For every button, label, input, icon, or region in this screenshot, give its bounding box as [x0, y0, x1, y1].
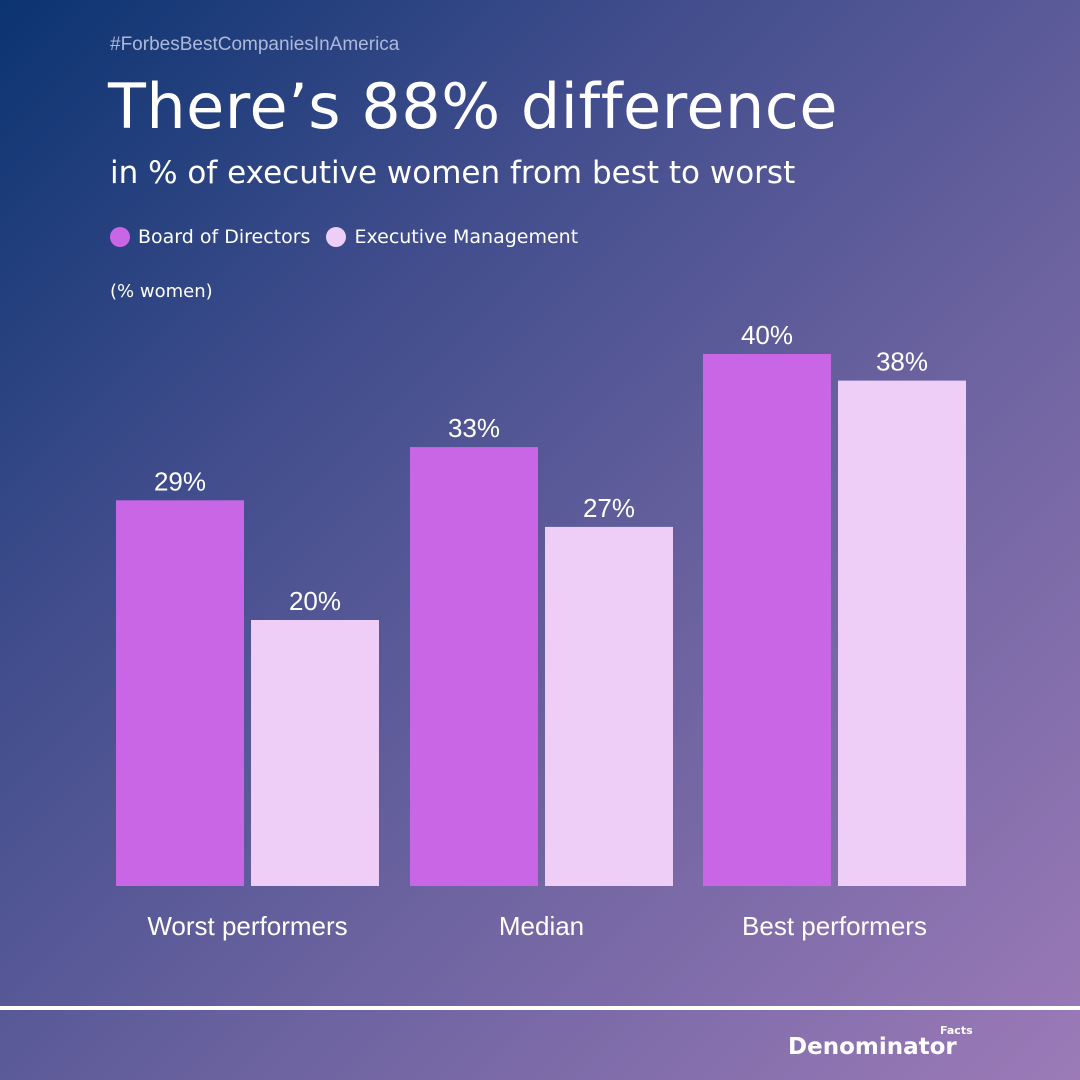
data-label-median-executive-management: 27% — [583, 493, 635, 523]
brand-logo-superscript: Facts — [940, 1024, 973, 1037]
bar-median-board-of-directors — [410, 447, 538, 886]
bar-best-performers-board-of-directors — [703, 354, 831, 886]
category-label-best-performers: Best performers — [742, 911, 927, 941]
bar-chart: 29% 20% Worst performers 33% 27% Median 40% 38%… — [116, 320, 966, 941]
bar-median-executive-management — [545, 526, 673, 886]
y-axis-unit-label: (% women) — [110, 281, 213, 302]
chart-title: There’s 88% difference — [108, 70, 838, 143]
legend-swatch-board — [110, 227, 130, 247]
legend-swatch-executive — [326, 227, 347, 247]
footer-divider — [0, 1006, 1080, 1010]
legend: Board of Directors Executive Management — [110, 226, 578, 248]
bar-best-performers-executive-management — [838, 380, 966, 886]
bar-worst-performers-board-of-directors — [116, 500, 244, 886]
data-label-worst-performers-board-of-directors: 29% — [154, 466, 206, 496]
legend-label-board: Board of Directors — [138, 226, 311, 248]
data-label-median-board-of-directors: 33% — [448, 413, 500, 443]
category-label-median: Median — [499, 911, 584, 941]
data-label-best-performers-executive-management: 38% — [876, 347, 928, 377]
hashtag: #ForbesBestCompaniesInAmerica — [110, 34, 400, 55]
bar-worst-performers-executive-management — [251, 620, 379, 886]
legend-item-executive: Executive Management — [326, 226, 578, 248]
brand-logo-text: Denominator — [788, 1034, 957, 1060]
chart-subtitle: in % of executive women from best to wor… — [110, 155, 796, 191]
category-label-worst-performers: Worst performers — [147, 911, 347, 941]
legend-label-executive: Executive Management — [354, 226, 579, 248]
legend-item-board: Board of Directors — [110, 226, 310, 248]
data-label-worst-performers-executive-management: 20% — [289, 586, 341, 616]
data-label-best-performers-board-of-directors: 40% — [741, 320, 793, 350]
